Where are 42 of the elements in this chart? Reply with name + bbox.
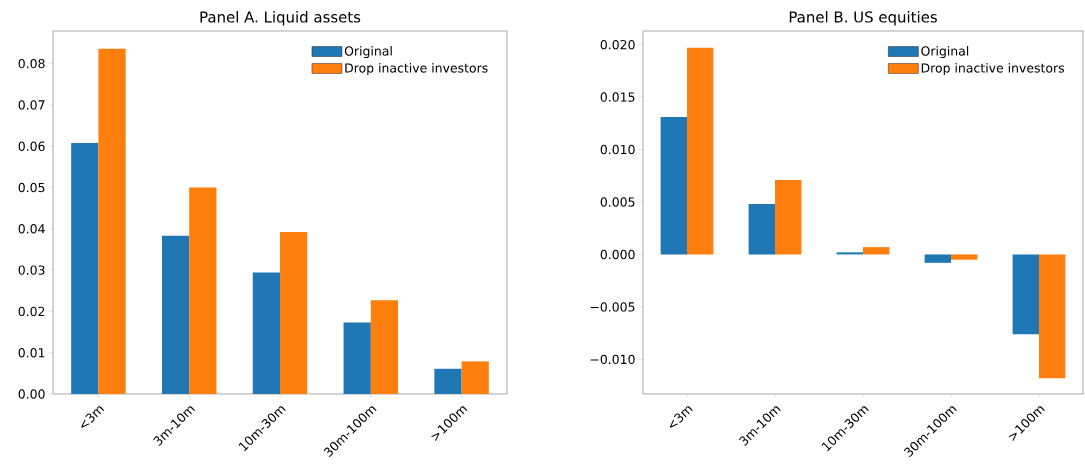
y-tick-label: −0.010	[590, 354, 635, 365]
bar	[748, 204, 776, 255]
bar	[660, 117, 688, 255]
y-tick-label: 0.02	[18, 306, 45, 317]
y-tick-label: 0.03	[18, 265, 45, 275]
bar	[687, 47, 714, 255]
bar	[434, 368, 462, 394]
legend-label: Drop inactive investors	[345, 62, 488, 76]
bar	[1012, 254, 1040, 335]
y-tick-label: 0.005	[600, 197, 635, 207]
bar	[71, 142, 99, 394]
chart-title: Panel A. Liquid assets	[200, 11, 361, 26]
chart-title: Panel B. US equities	[789, 11, 937, 26]
y-tick-label: 0.04	[18, 224, 45, 234]
y-tick-label: 0.08	[18, 58, 45, 69]
y-tick-label: 0.00	[18, 389, 45, 399]
bar	[280, 232, 308, 394]
bar	[370, 300, 399, 394]
y-tick-label: 0.015	[600, 92, 635, 102]
y-tick-label: 0.05	[18, 182, 45, 193]
bar	[461, 361, 489, 394]
y-tick-label: 0.020	[600, 39, 635, 50]
legend-label: Original	[921, 46, 969, 59]
bar	[924, 254, 952, 263]
bar	[98, 48, 126, 394]
bar	[1039, 254, 1066, 379]
y-tick-label: −0.005	[590, 302, 635, 312]
legend-label: Drop inactive investors	[921, 62, 1065, 76]
y-tick-label: 0.06	[18, 141, 45, 151]
bar	[161, 235, 190, 394]
y-tick-label: 0.01	[18, 347, 45, 358]
bar	[343, 322, 371, 394]
y-tick-label: 0.000	[600, 249, 635, 260]
bar	[252, 272, 281, 394]
bar	[189, 187, 217, 394]
bar	[775, 179, 802, 255]
y-tick-label: 0.07	[18, 100, 45, 110]
y-tick-label: 0.010	[600, 144, 635, 155]
legend-label: Original	[344, 46, 392, 59]
bar	[863, 247, 890, 255]
bar	[951, 254, 978, 260]
bar	[836, 252, 864, 255]
